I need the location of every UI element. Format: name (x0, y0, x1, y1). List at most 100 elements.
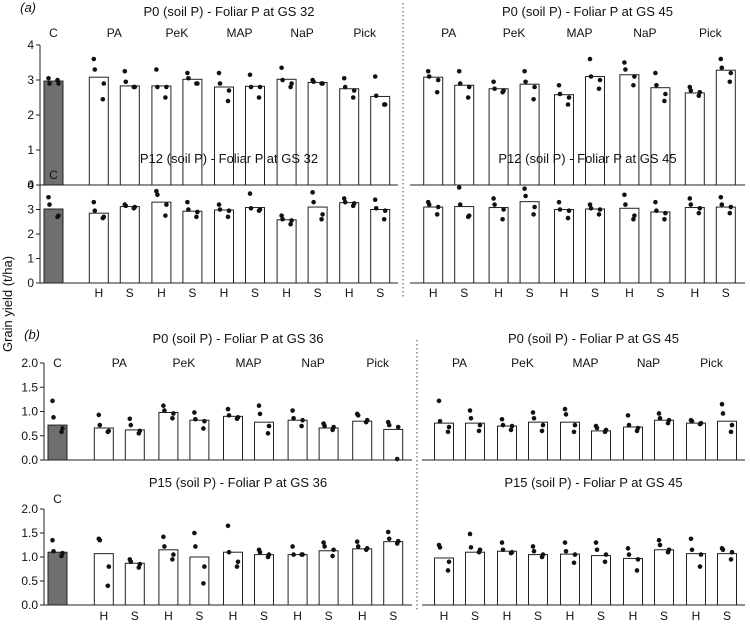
data-point (663, 91, 668, 97)
data-point (492, 86, 497, 92)
data-point (626, 552, 632, 557)
data-point (593, 540, 599, 545)
data-point (290, 544, 295, 549)
bar-category-label: S (722, 286, 730, 300)
data-point (279, 213, 284, 218)
data-point (382, 208, 388, 214)
data-point (565, 215, 571, 221)
data-point (217, 207, 223, 212)
group-label: PeK (503, 26, 526, 40)
data-point (622, 192, 627, 198)
group-label: NaP (301, 356, 324, 370)
data-point (289, 81, 294, 86)
data-point (530, 544, 536, 549)
data-point (434, 89, 440, 95)
data-point (468, 415, 474, 421)
panel-title: P12 (soil P) - Foliar P at GS 45 (498, 151, 676, 166)
data-point (437, 418, 443, 424)
data-point (625, 546, 631, 551)
data-point (531, 96, 536, 102)
bar (88, 212, 109, 284)
data-point (571, 560, 577, 566)
bar (383, 541, 404, 606)
bar-category-label: S (314, 286, 322, 300)
data-point (381, 217, 387, 222)
bar-category-label: S (660, 609, 668, 623)
bar (189, 419, 210, 461)
data-point (657, 415, 663, 421)
data-point (718, 56, 724, 62)
data-point (631, 82, 636, 88)
data-point (342, 84, 348, 90)
bar (223, 551, 243, 606)
data-point (50, 398, 55, 404)
panel-title: P15 (soil P) - Foliar P at GS 45 (504, 475, 682, 490)
data-point (394, 541, 400, 546)
data-point (202, 418, 207, 424)
data-point (51, 548, 56, 554)
bar (214, 209, 234, 284)
data-point (319, 217, 324, 222)
data-point (572, 422, 578, 428)
data-point (491, 79, 496, 85)
data-point (426, 202, 432, 207)
data-point (91, 56, 97, 62)
data-point (226, 88, 232, 93)
data-point (131, 84, 137, 90)
bar-category-label: S (260, 609, 268, 623)
bar (554, 94, 574, 186)
data-point (729, 549, 735, 555)
data-point (571, 429, 577, 435)
data-point (540, 422, 546, 428)
data-point (331, 547, 336, 553)
data-point (97, 422, 103, 428)
bar (352, 548, 373, 606)
bar-category-label: S (723, 609, 731, 623)
bar-category-label: S (251, 286, 259, 300)
data-point (532, 204, 537, 210)
bar-category-label: H (503, 609, 512, 623)
bar (650, 87, 671, 186)
bar (370, 95, 391, 186)
data-point (59, 553, 64, 559)
data-point (457, 81, 463, 86)
chart-layer: P0 (soil P) - Foliar P at GS 32 (a) 0 1 2 3 4 C… (20, 0, 745, 623)
y-tick-label: 4 (27, 178, 34, 192)
bar (619, 207, 640, 284)
data-point (386, 536, 392, 542)
y-tick-label: 0.5 (21, 429, 38, 443)
data-point (127, 416, 133, 422)
data-point (55, 77, 60, 83)
bar (383, 428, 404, 461)
bar (465, 422, 485, 461)
y-tick-label: 1.5 (21, 526, 38, 540)
bar (554, 209, 574, 284)
data-point (136, 431, 142, 436)
control-bar (47, 424, 68, 461)
data-point (435, 204, 441, 210)
data-point (663, 210, 668, 216)
data-point (350, 203, 356, 209)
data-point (225, 406, 231, 412)
y-tick-label: 0 (27, 178, 34, 192)
bar-category-label: S (188, 286, 196, 300)
data-point (202, 564, 207, 569)
data-point (622, 60, 627, 65)
bar (715, 206, 736, 284)
data-point (635, 557, 641, 562)
data-point (688, 88, 694, 93)
data-point (588, 205, 594, 211)
data-point (155, 192, 160, 198)
data-point (602, 559, 608, 565)
data-point (588, 74, 594, 79)
data-point (445, 429, 451, 435)
data-point (290, 408, 295, 413)
data-point (531, 212, 536, 217)
data-point (171, 552, 176, 557)
data-point (195, 209, 200, 215)
bar-category-label: S (526, 286, 534, 300)
data-point (572, 552, 578, 557)
bar-category-label: S (534, 609, 542, 623)
data-point (170, 557, 175, 562)
data-point (217, 81, 223, 86)
